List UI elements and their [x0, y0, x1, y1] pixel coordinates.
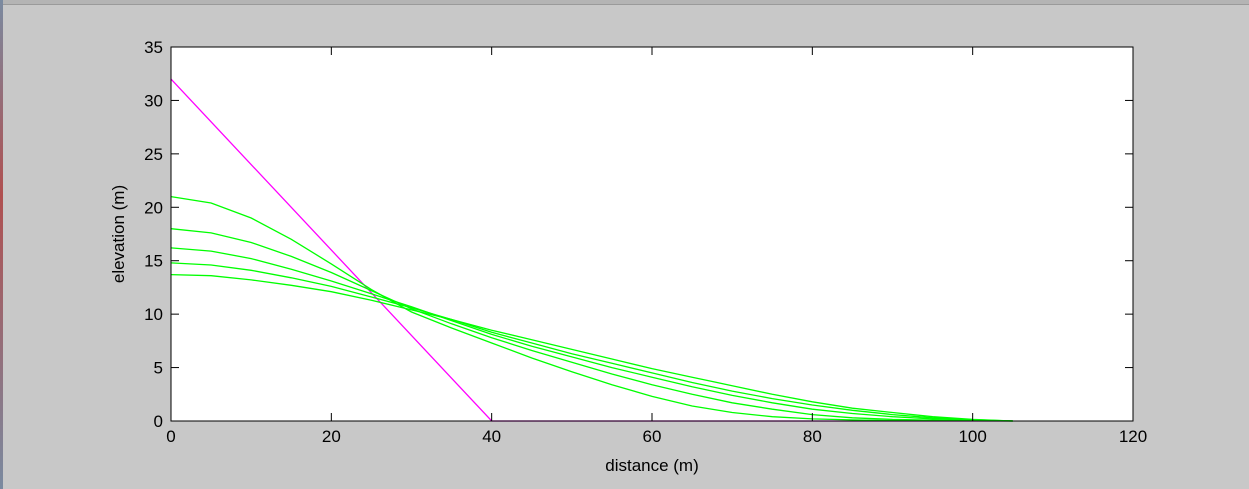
x-tick-label: 40	[482, 427, 501, 446]
y-tick-label: 10	[144, 305, 163, 324]
x-tick-label: 80	[803, 427, 822, 446]
y-tick-label: 0	[154, 412, 163, 431]
y-tick-label: 25	[144, 145, 163, 164]
x-tick-label: 20	[322, 427, 341, 446]
ticks-layer: 0 20 40 60 80 100 120 0 5 10 15 20 25 30 35	[144, 38, 1147, 446]
y-tick-label: 20	[144, 198, 163, 217]
x-tick-label: 0	[166, 427, 175, 446]
y-tick-label: 5	[154, 359, 163, 378]
series-layer	[170, 78, 1013, 422]
x-axis-label: distance (m)	[605, 456, 699, 475]
series-line-3	[170, 228, 1013, 422]
series-line-5	[170, 262, 1013, 422]
y-tick-label: 30	[144, 91, 163, 110]
window-top-border	[0, 0, 1249, 5]
series-line-2	[170, 195, 1013, 422]
x-tick-label: 60	[643, 427, 662, 446]
y-axis-label: elevation (m)	[109, 185, 128, 283]
plot-area	[171, 47, 1133, 421]
window-left-border	[0, 0, 3, 489]
series-line-6	[170, 273, 1013, 422]
x-tick-label: 120	[1119, 427, 1147, 446]
y-tick-label: 35	[144, 38, 163, 57]
y-tick-label: 15	[144, 252, 163, 271]
series-line-4	[170, 247, 1013, 422]
x-tick-label: 100	[958, 427, 986, 446]
